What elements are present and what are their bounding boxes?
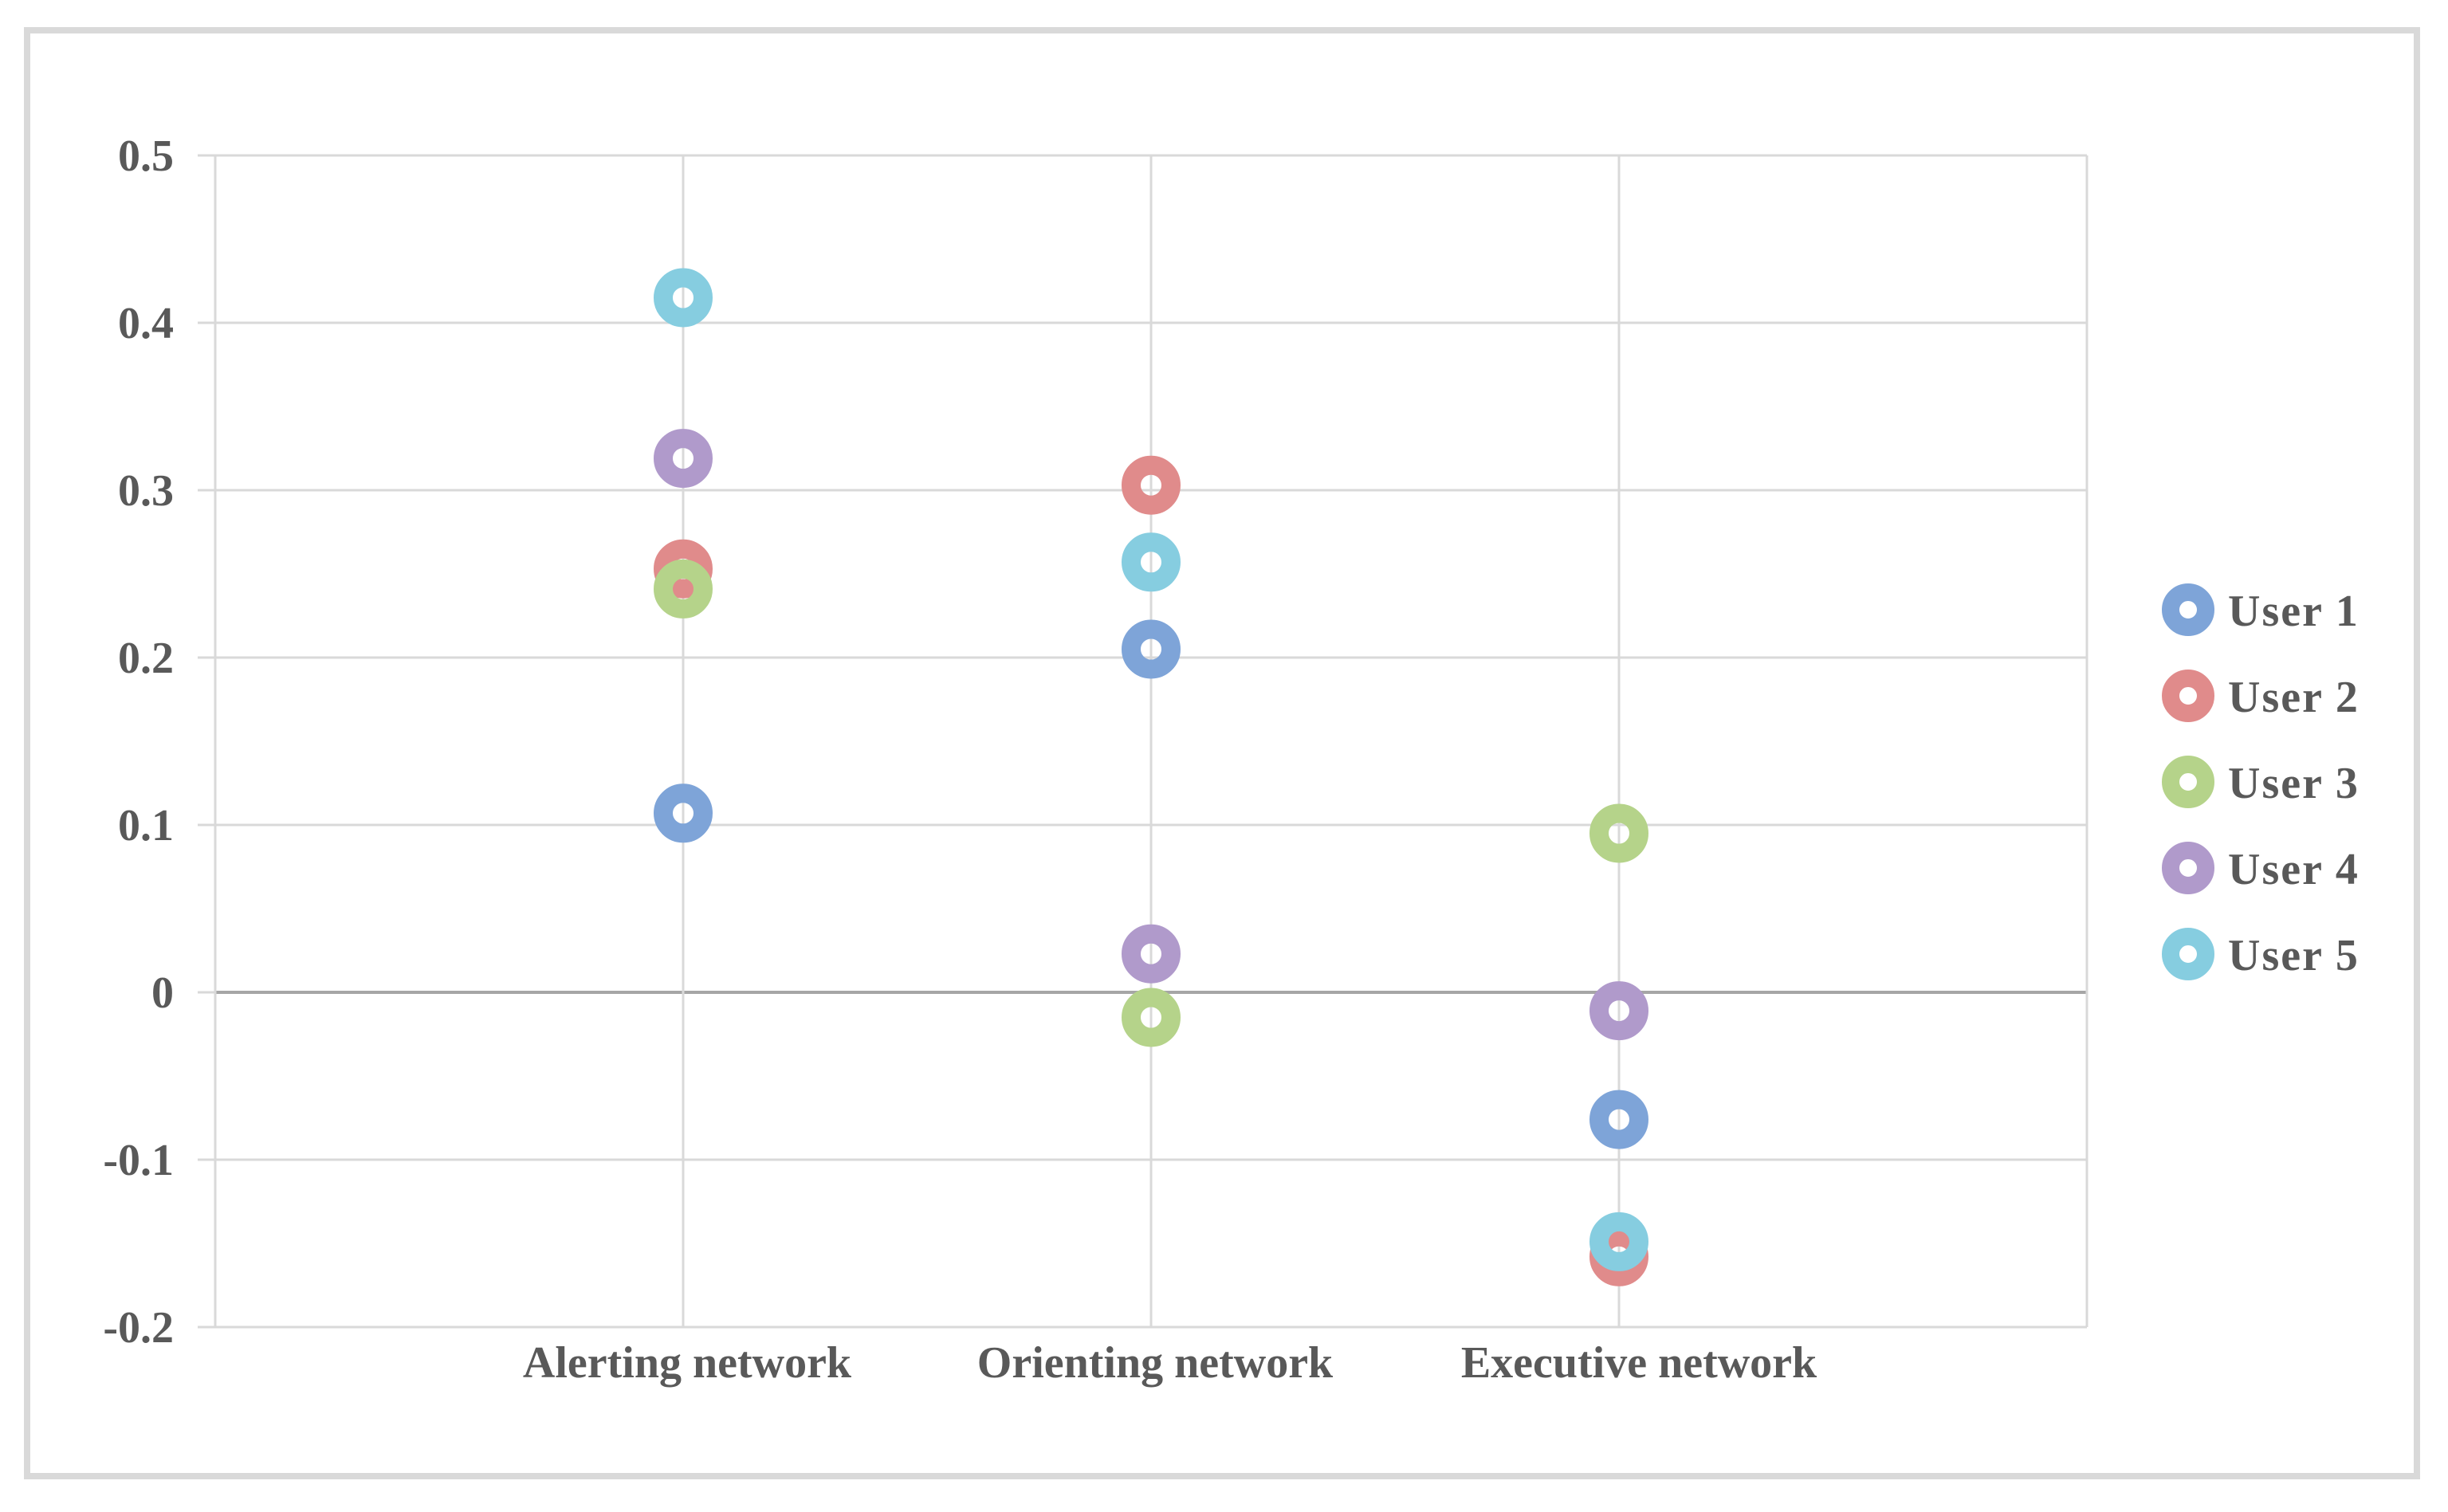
data-points (654, 268, 1648, 1286)
y-tick-label: -0.2 (103, 1303, 174, 1353)
legend-marker (2162, 928, 2214, 980)
legend: User 1 User 2 User 3 User 4 User 5 (2162, 583, 2360, 980)
data-point (1589, 981, 1648, 1041)
legend-label: User 2 (2228, 673, 2360, 722)
y-axis-tick-labels: 0.5 0.4 0.3 0.2 0.1 0 -0.1 -0.2 (103, 132, 174, 1353)
y-tick-label: 0.2 (118, 634, 174, 683)
data-point (1589, 1090, 1648, 1149)
data-point (1589, 1212, 1648, 1271)
data-point (654, 268, 713, 328)
data-point (1589, 803, 1648, 863)
y-tick-label: 0.3 (118, 466, 174, 516)
legend-label: User 5 (2228, 931, 2360, 980)
data-point (1122, 988, 1181, 1047)
grid-lines (198, 154, 2088, 1329)
legend-marker (2162, 842, 2214, 894)
data-point (654, 429, 713, 489)
legend-label: User 3 (2228, 759, 2360, 808)
legend-label: User 1 (2228, 587, 2360, 636)
x-category-label: Orienting network (977, 1338, 1334, 1388)
data-point (1122, 532, 1181, 592)
x-category-label: Executive network (1461, 1338, 1817, 1388)
chart-frame (24, 27, 2420, 1479)
y-tick-label: -0.1 (103, 1136, 174, 1185)
y-tick-label: 0.1 (118, 801, 174, 850)
y-tick-label: 0 (151, 968, 174, 1018)
y-tick-label: 0.5 (118, 132, 174, 181)
legend-marker (2162, 583, 2214, 636)
y-tick-label: 0.4 (118, 299, 174, 348)
legend-label: User 4 (2228, 845, 2360, 894)
legend-marker (2162, 756, 2214, 808)
legend-marker (2162, 670, 2214, 722)
x-axis-category-labels: Alerting network Orienting network Executi… (523, 1338, 1817, 1388)
data-point (1122, 455, 1181, 515)
data-point (654, 559, 713, 619)
data-point (654, 783, 713, 843)
data-point (1122, 924, 1181, 984)
data-point (1122, 619, 1181, 679)
x-category-label: Alerting network (523, 1338, 852, 1388)
